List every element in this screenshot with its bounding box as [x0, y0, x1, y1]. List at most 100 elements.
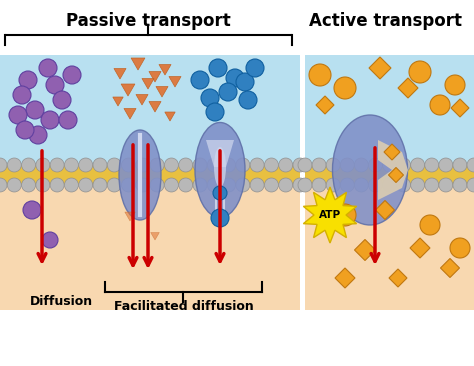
Circle shape	[236, 73, 254, 91]
Ellipse shape	[214, 147, 226, 187]
Circle shape	[298, 158, 312, 172]
Circle shape	[453, 178, 467, 192]
Circle shape	[430, 95, 450, 115]
Circle shape	[207, 158, 221, 172]
Circle shape	[334, 204, 356, 226]
Polygon shape	[316, 96, 334, 114]
Circle shape	[201, 89, 219, 107]
Circle shape	[22, 158, 36, 172]
Polygon shape	[389, 269, 407, 287]
Polygon shape	[440, 258, 459, 277]
Polygon shape	[125, 212, 135, 221]
Circle shape	[193, 158, 207, 172]
Circle shape	[219, 83, 237, 101]
Circle shape	[53, 91, 71, 109]
Polygon shape	[156, 86, 168, 97]
Circle shape	[298, 178, 312, 192]
Circle shape	[383, 158, 396, 172]
Circle shape	[410, 158, 425, 172]
Circle shape	[264, 178, 278, 192]
Polygon shape	[375, 201, 394, 220]
Circle shape	[93, 158, 107, 172]
Polygon shape	[384, 144, 400, 160]
Circle shape	[312, 178, 326, 192]
Circle shape	[7, 178, 21, 192]
Circle shape	[439, 178, 453, 192]
Circle shape	[340, 158, 354, 172]
Ellipse shape	[195, 123, 245, 217]
Polygon shape	[121, 84, 135, 96]
Circle shape	[221, 158, 236, 172]
Circle shape	[63, 66, 81, 84]
Polygon shape	[149, 101, 161, 112]
Circle shape	[206, 103, 224, 121]
Circle shape	[46, 76, 64, 94]
Text: Active transport: Active transport	[310, 12, 463, 30]
Bar	[305, 55, 474, 175]
Circle shape	[42, 232, 58, 248]
Circle shape	[150, 178, 164, 192]
Circle shape	[59, 111, 77, 129]
Circle shape	[13, 86, 31, 104]
Circle shape	[326, 178, 340, 192]
Bar	[305, 165, 474, 185]
Ellipse shape	[332, 115, 408, 225]
Ellipse shape	[119, 130, 161, 220]
Circle shape	[7, 158, 21, 172]
Circle shape	[397, 158, 410, 172]
Polygon shape	[114, 68, 126, 79]
Circle shape	[107, 158, 121, 172]
Circle shape	[226, 69, 244, 87]
Circle shape	[425, 178, 439, 192]
Circle shape	[150, 158, 164, 172]
Circle shape	[420, 215, 440, 235]
Circle shape	[79, 158, 93, 172]
Circle shape	[41, 111, 59, 129]
Circle shape	[250, 158, 264, 172]
Circle shape	[36, 158, 50, 172]
Text: Diffusion: Diffusion	[30, 295, 93, 308]
Circle shape	[136, 158, 150, 172]
Circle shape	[397, 178, 410, 192]
Polygon shape	[169, 76, 181, 87]
Polygon shape	[335, 268, 355, 288]
Circle shape	[439, 158, 453, 172]
Circle shape	[93, 178, 107, 192]
Bar	[0, 175, 300, 310]
Circle shape	[445, 75, 465, 95]
Polygon shape	[113, 97, 123, 106]
Polygon shape	[206, 140, 234, 167]
Circle shape	[236, 178, 250, 192]
Circle shape	[0, 178, 7, 192]
Polygon shape	[165, 112, 175, 121]
Circle shape	[64, 158, 78, 172]
Circle shape	[236, 158, 250, 172]
Circle shape	[23, 201, 41, 219]
Circle shape	[355, 158, 368, 172]
Text: Passive transport: Passive transport	[65, 12, 230, 30]
Circle shape	[50, 158, 64, 172]
Bar	[0, 165, 300, 185]
Circle shape	[22, 178, 36, 192]
Circle shape	[9, 106, 27, 124]
Polygon shape	[369, 57, 391, 79]
Circle shape	[450, 238, 470, 258]
Circle shape	[207, 178, 221, 192]
Circle shape	[121, 158, 136, 172]
Polygon shape	[451, 99, 469, 117]
Circle shape	[334, 77, 356, 99]
Circle shape	[29, 126, 47, 144]
Circle shape	[368, 178, 383, 192]
Circle shape	[50, 178, 64, 192]
Circle shape	[355, 178, 368, 192]
Circle shape	[179, 178, 193, 192]
Polygon shape	[159, 64, 171, 75]
Circle shape	[26, 101, 44, 119]
Circle shape	[279, 158, 293, 172]
Circle shape	[136, 178, 150, 192]
Circle shape	[39, 59, 57, 77]
Circle shape	[293, 158, 307, 172]
Circle shape	[19, 71, 37, 89]
Circle shape	[179, 158, 193, 172]
Polygon shape	[151, 232, 159, 240]
